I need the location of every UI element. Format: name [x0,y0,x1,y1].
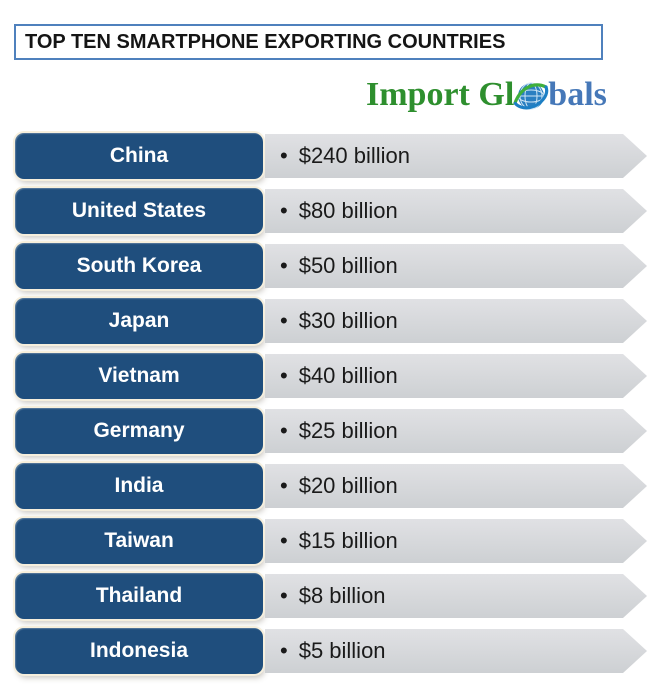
bullet-icon: • [280,528,288,553]
country-label: Germany [93,419,185,442]
bullet-icon: • [280,583,288,608]
country-label: United States [71,199,207,222]
country-box: Germany [15,408,263,454]
bullet-icon: • [280,143,288,168]
export-value: $25 billion [298,418,398,443]
export-value: $240 billion [298,143,411,168]
list-item: China • $240 billion [15,133,650,179]
country-box: India [15,463,263,509]
list-item: Thailand • $8 billion [15,573,650,619]
list-item: Vietnam • $40 billion [15,353,650,399]
country-label: China [109,144,169,167]
country-box: Japan [15,298,263,344]
bullet-icon: • [280,473,288,498]
country-box: China [15,133,263,179]
country-list: China • $240 billion United States • $80… [15,133,650,683]
value-arrow: • $40 billion [265,354,647,398]
country-label: Japan [108,309,170,332]
value-arrow: • $80 billion [265,189,647,233]
value-arrow: • $25 billion [265,409,647,453]
list-item: Japan • $30 billion [15,298,650,344]
country-box: United States [15,188,263,234]
globe-icon [513,76,549,114]
logo-text-right: bals [548,76,607,113]
list-item: Germany • $25 billion [15,408,650,454]
country-box: South Korea [15,243,263,289]
country-box: Taiwan [15,518,263,564]
list-item: United States • $80 billion [15,188,650,234]
export-value: $20 billion [298,473,398,498]
list-item: Taiwan • $15 billion [15,518,650,564]
bullet-icon: • [280,418,288,443]
logo-text-left: Import Gl [366,76,515,113]
export-value: $15 billion [298,528,398,553]
country-box: Vietnam [15,353,263,399]
bullet-icon: • [280,308,288,333]
value-arrow: • $15 billion [265,519,647,563]
list-item: Indonesia • $5 billion [15,628,650,674]
value-arrow: • $8 billion [265,574,647,618]
bullet-icon: • [280,198,288,223]
export-value: $8 billion [298,583,386,608]
export-value: $80 billion [298,198,398,223]
country-box: Thailand [15,573,263,619]
country-label: India [114,474,164,497]
value-arrow: • $30 billion [265,299,647,343]
export-value: $50 billion [298,253,398,278]
country-label: Thailand [95,584,183,607]
import-globals-logo: Import Gl bals [366,74,607,116]
country-label: Vietnam [98,364,180,387]
bullet-icon: • [280,363,288,388]
list-item: India • $20 billion [15,463,650,509]
list-item: South Korea • $50 billion [15,243,650,289]
country-label: Indonesia [89,639,189,662]
country-label: Taiwan [104,529,174,552]
value-arrow: • $5 billion [265,629,647,673]
country-label: South Korea [76,254,202,277]
title-box: TOP TEN SMARTPHONE EXPORTING COUNTRIES [14,24,603,60]
value-arrow: • $240 billion [265,134,647,178]
value-arrow: • $50 billion [265,244,647,288]
export-value: $5 billion [298,638,386,663]
country-box: Indonesia [15,628,263,674]
bullet-icon: • [280,253,288,278]
page-title: TOP TEN SMARTPHONE EXPORTING COUNTRIES [25,30,506,53]
value-arrow: • $20 billion [265,464,647,508]
export-value: $30 billion [298,308,398,333]
bullet-icon: • [280,638,288,663]
export-value: $40 billion [298,363,398,388]
